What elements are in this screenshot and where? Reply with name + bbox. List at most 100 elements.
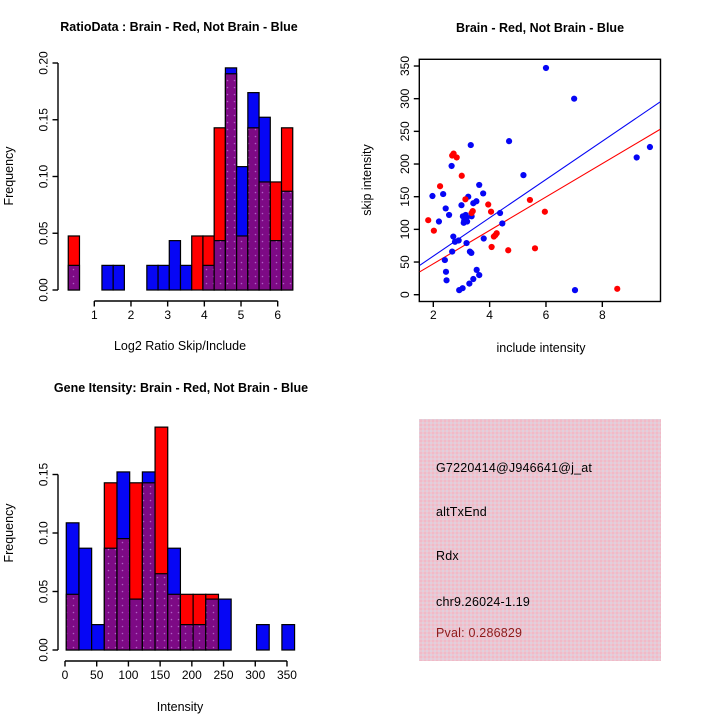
scatter-point-red (436, 183, 444, 190)
scatter-point-red (425, 217, 432, 224)
hist-bar-overlap (205, 598, 220, 651)
scatter-point-blue (476, 181, 483, 189)
scatter-point-red (430, 227, 437, 234)
hist-bar-overlap (213, 240, 226, 291)
hist-bar-overlap (280, 190, 294, 291)
y-tick-label: 0.20 (37, 51, 51, 75)
scatter-point-red (469, 207, 476, 215)
x-axis-title: include intensity (497, 341, 587, 355)
probe-id-text: G7220414@J946641@j_at (436, 461, 593, 475)
hist-bar-overlap (247, 127, 260, 291)
hist-bar (146, 264, 159, 291)
hist-bar-overlap (103, 547, 118, 651)
x-tick-label: 5 (238, 308, 245, 322)
scatter-point-blue (435, 218, 443, 225)
hist-bar-overlap (202, 264, 215, 291)
hist-bar (157, 264, 170, 291)
panel-top-left: RatioData : Brain - Red, Not Brain - Blu… (2, 20, 298, 353)
x-tick-label: 6 (543, 308, 550, 322)
scatter-point-blue (473, 266, 480, 273)
scatter-point-blue (450, 233, 457, 240)
hist-bar-overlap (224, 73, 238, 291)
hist-bar-overlap (141, 482, 156, 651)
y-tick-label: 0.00 (37, 638, 51, 662)
scatter-point-red (462, 196, 469, 203)
x-tick-label: 50 (90, 668, 104, 682)
x-tick-label: 2 (430, 308, 437, 322)
y-tick-label: 150 (398, 186, 412, 206)
y-tick-label: 350 (398, 56, 412, 76)
scatter-point-red (453, 154, 460, 161)
y-tick-label: 0.10 (37, 521, 51, 545)
hist-bar-overlap (129, 598, 143, 651)
hist-bar (168, 240, 182, 291)
scatter-point-blue (542, 64, 550, 72)
scatter-point-red (492, 232, 499, 239)
scatter-point-blue (458, 202, 465, 209)
y-tick-label: 0.15 (37, 108, 51, 132)
scatter-point-red (531, 245, 539, 252)
hist-bar (91, 624, 105, 651)
x-axis-title: Intensity (157, 700, 204, 714)
hist-bar (255, 624, 270, 651)
scatter-point-blue (443, 277, 450, 284)
y-tick-label: 0.15 (37, 462, 51, 486)
scatter-point-blue (442, 205, 449, 212)
scatter-point-blue (463, 214, 470, 221)
scatter-point-red (526, 196, 534, 204)
scatter-point-red (505, 247, 512, 254)
scatter-point-blue (470, 275, 477, 283)
y-tick-label: 100 (398, 219, 412, 239)
y-axis-title: skip intensity (360, 143, 374, 215)
hist-bar (191, 235, 204, 291)
x-tick-label: 3 (164, 308, 171, 322)
hist-bar-overlap (65, 593, 80, 651)
hist-bar-overlap (154, 573, 169, 651)
scatter-point-blue (440, 190, 447, 198)
x-tick-label: 8 (599, 308, 606, 322)
scatter-point-blue (480, 235, 487, 242)
scatter-point-red (541, 208, 548, 215)
scatter-point-blue (467, 141, 474, 149)
hist-bar (179, 264, 193, 291)
y-tick-label: 0.05 (37, 579, 51, 603)
scatter-point-blue (476, 271, 483, 279)
y-tick-label: 0.05 (37, 221, 51, 245)
hist-bar-overlap (236, 235, 249, 291)
scatter-point-blue (429, 192, 436, 200)
scatter-point-blue (463, 239, 470, 247)
scatter-point-blue (470, 200, 477, 207)
x-axis-title: Log2 Ratio Skip/Include (114, 339, 246, 353)
scatter-point-blue (441, 256, 448, 264)
scatter-point-blue (496, 209, 504, 217)
chart-title: Brain - Red, Not Brain - Blue (456, 21, 624, 35)
scatter-point-blue (468, 249, 475, 256)
x-tick-label: 150 (150, 668, 170, 682)
scatter-point-blue (505, 138, 513, 145)
chart-title: RatioData : Brain - Red, Not Brain - Blu… (60, 20, 298, 34)
plot-box (418, 58, 662, 303)
scatter-point-blue (480, 190, 487, 197)
x-tick-label: 1 (91, 308, 98, 322)
x-tick-label: 4 (486, 308, 493, 322)
y-tick-label: 200 (398, 154, 412, 174)
x-tick-label: 100 (118, 668, 138, 682)
hist-bar (217, 598, 232, 651)
scatter-point-red (485, 201, 492, 208)
y-tick-label: 0 (398, 291, 412, 298)
scatter-point-red (458, 172, 465, 179)
scatter-point-blue (646, 143, 654, 151)
scatter-point-blue (449, 248, 456, 255)
panel-top-right: Brain - Red, Not Brain - Blue 2 4 6 8 include… (360, 21, 662, 355)
x-tick-label: 6 (274, 308, 281, 322)
scatter-point-blue (571, 95, 578, 102)
scatter-point-blue (456, 287, 463, 294)
hist-bar (281, 624, 296, 651)
scatter-point-blue (520, 172, 527, 179)
scatter-point-red (488, 243, 495, 251)
x-tick-label: 250 (214, 668, 234, 682)
scatter-point-blue (448, 162, 455, 170)
hist-bar (112, 264, 125, 291)
